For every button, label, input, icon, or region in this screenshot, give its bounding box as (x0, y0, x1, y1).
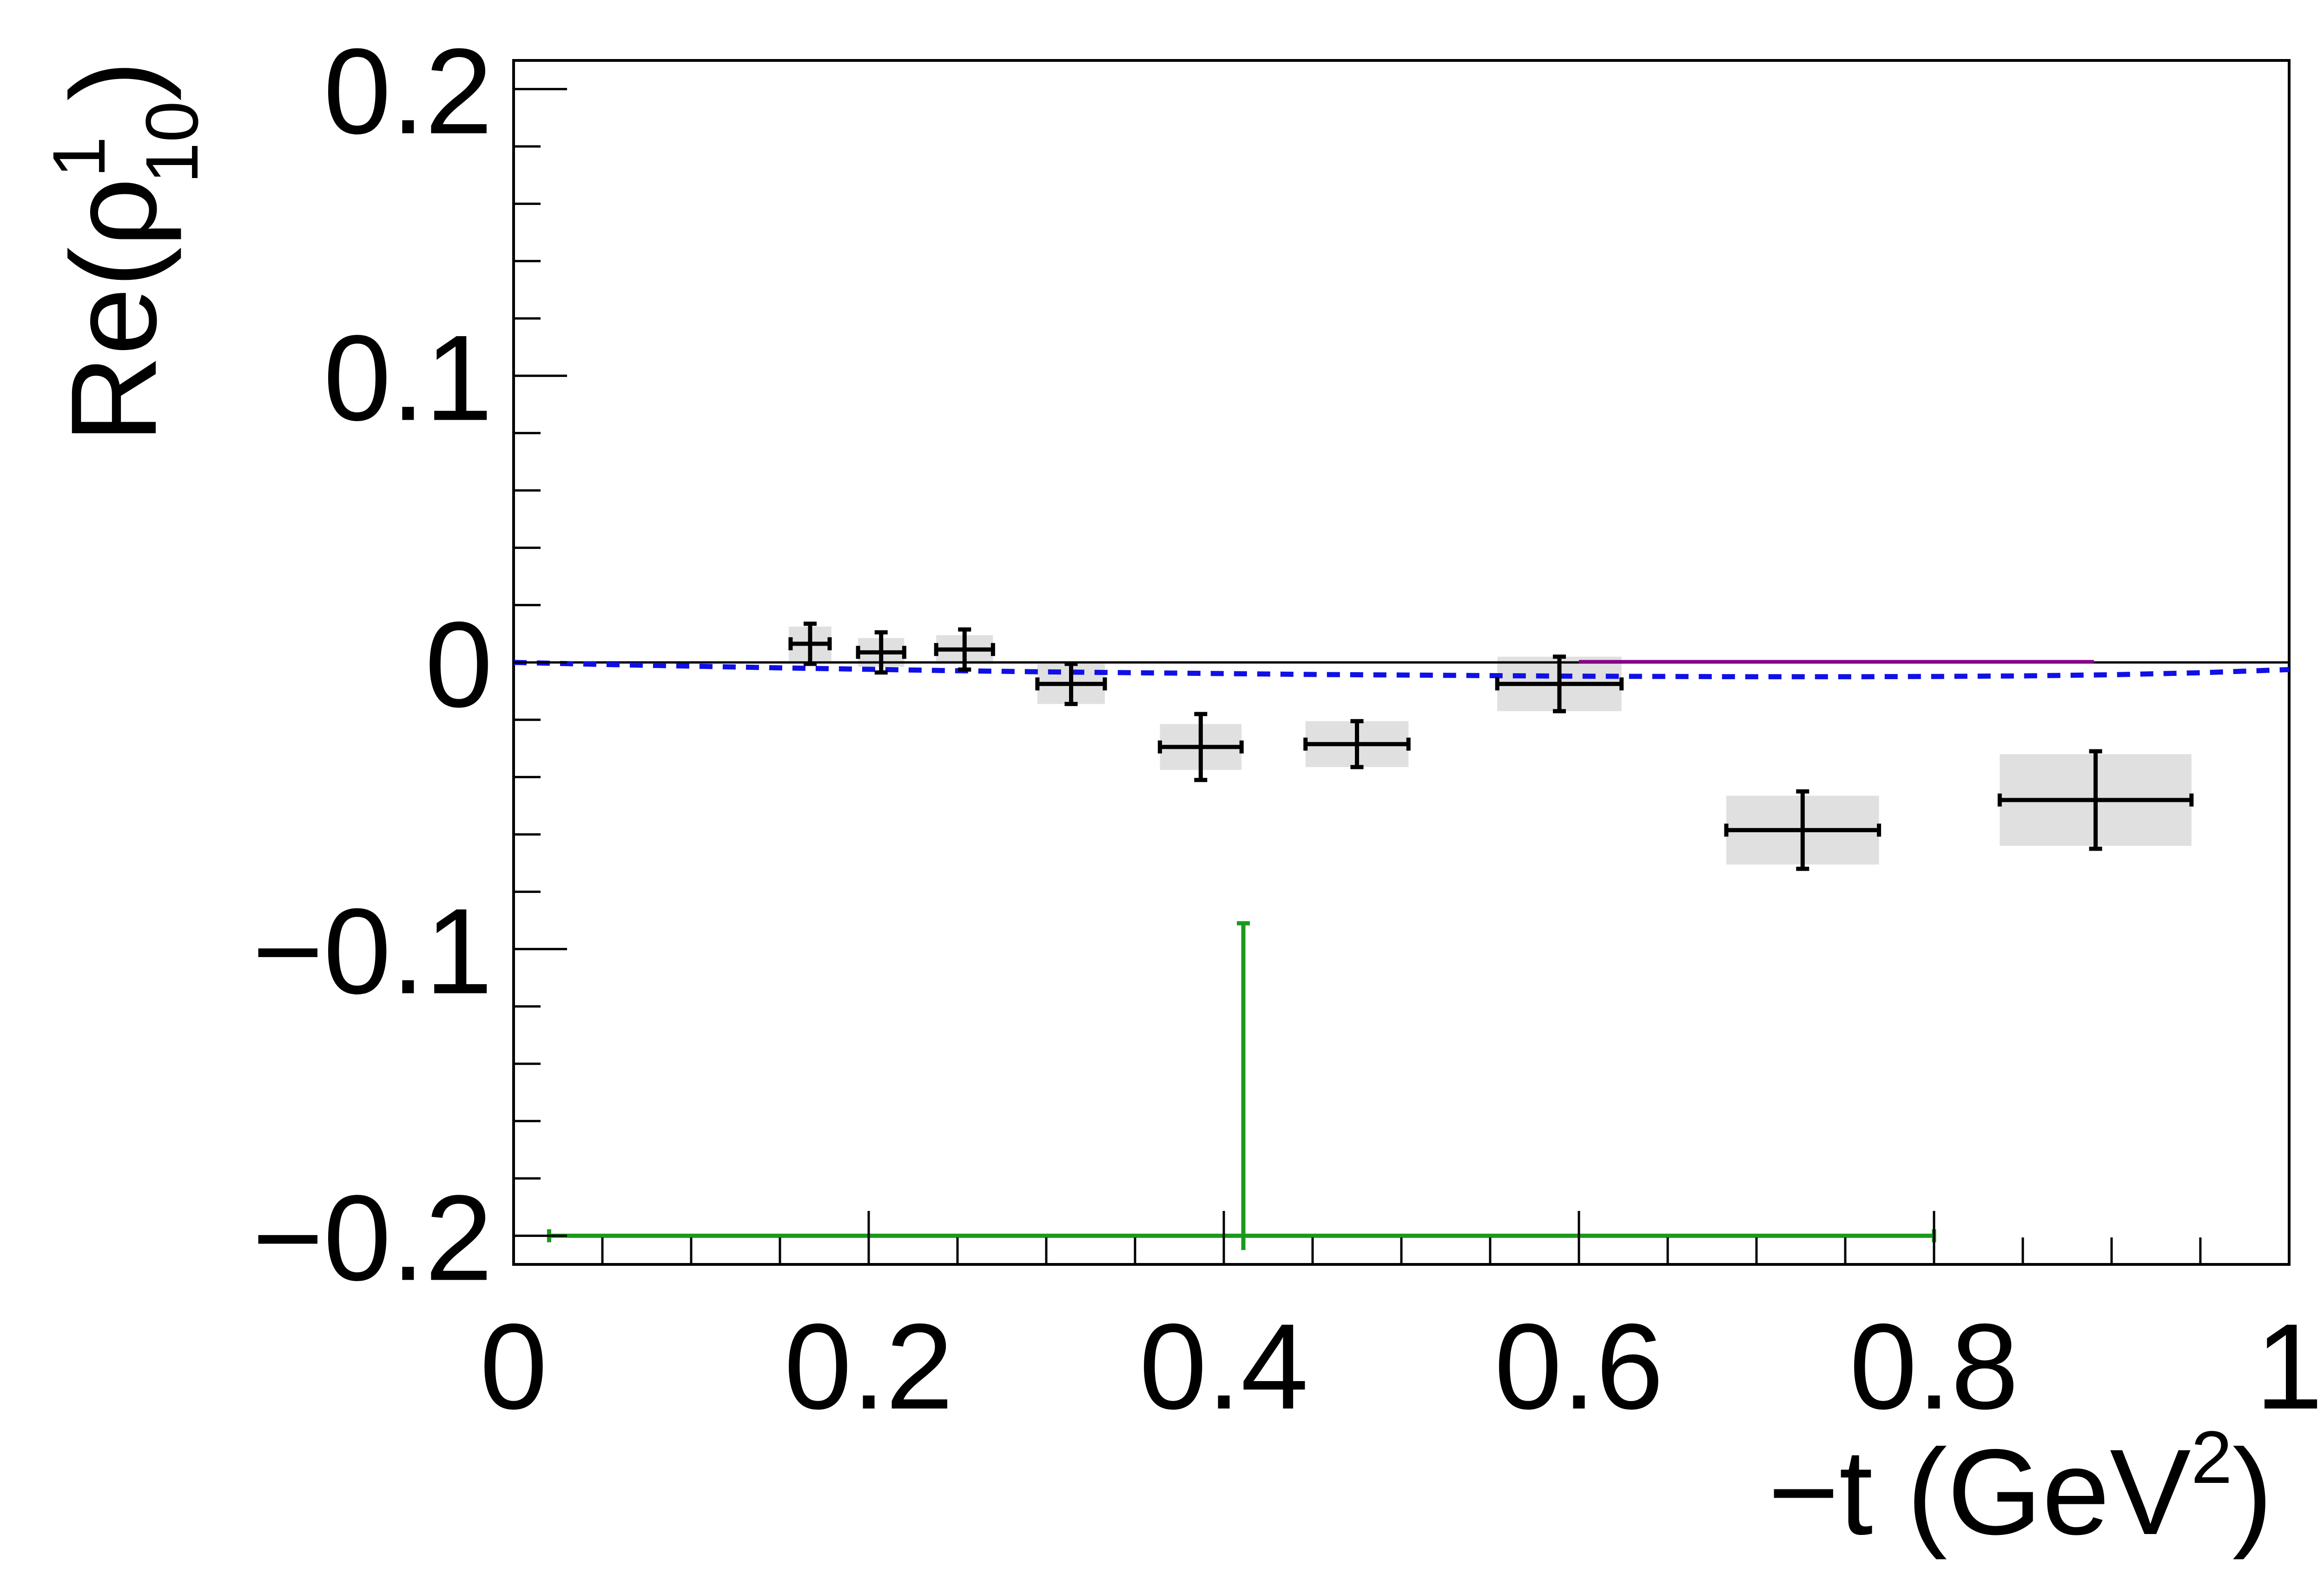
x-tick-label: 1 (2255, 1298, 2323, 1435)
x-tick-label: 0.4 (1139, 1298, 1308, 1435)
data-point (1035, 661, 1107, 706)
data-points (547, 622, 2194, 1250)
y-tick-label: 0.1 (324, 310, 493, 446)
data-point (934, 627, 995, 672)
y-tick-label: −0.1 (252, 883, 493, 1019)
x-tick-label: 0.6 (1494, 1298, 1664, 1435)
data-point (1724, 789, 1882, 871)
axis-ticks (512, 88, 2291, 1264)
x-axis-title-superscript: 2 (2191, 1415, 2232, 1499)
tick-labels: 0 0.2 0.4 0.6 0.8 1 −0.2 −0.1 0 0.1 0.2 (252, 23, 2323, 1435)
y-axis-title-base: Re(ρ (46, 178, 182, 443)
x-tick-label: 0.8 (1849, 1298, 2019, 1435)
y-tick-label: 0 (425, 596, 493, 733)
y-axis-title: Re(ρ1 10) (37, 60, 213, 443)
x-tick-label: 0 (480, 1298, 548, 1435)
x-axis-title: −t (GeV2) (1768, 1415, 2273, 1561)
data-point (856, 630, 906, 675)
model-curves (513, 660, 2290, 680)
y-axis-title-superscript: 1 (37, 139, 120, 178)
data-point (788, 622, 832, 666)
data-point (1997, 749, 2194, 851)
data-point (1157, 712, 1244, 782)
y-axis-title-subscript: 10 (130, 101, 213, 184)
y-tick-label: −0.2 (252, 1170, 493, 1306)
x-tick-label: 0.2 (784, 1298, 953, 1435)
y-axis-title-close: ) (46, 60, 182, 101)
x-axis-title-base: −t (GeV (1768, 1424, 2192, 1561)
data-point (1495, 655, 1624, 714)
summary-point (547, 921, 1936, 1250)
x-axis-title-close: ) (2232, 1424, 2273, 1561)
data-point (1303, 719, 1411, 769)
y-tick-label: 0.2 (324, 23, 493, 159)
dashed-model-curve (513, 660, 2290, 680)
